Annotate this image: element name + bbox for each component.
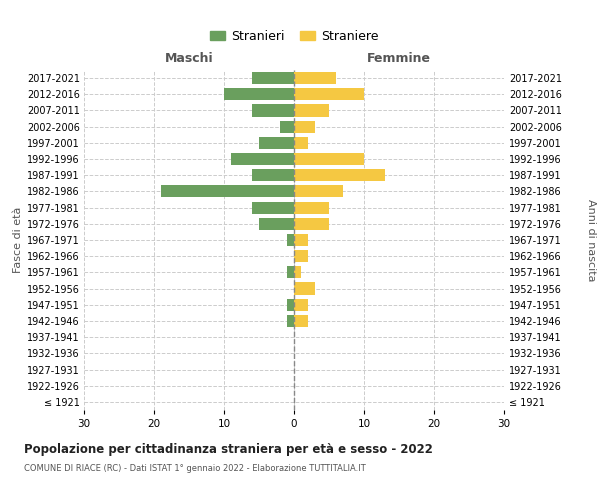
Bar <box>280 120 294 132</box>
Bar <box>259 137 294 149</box>
Bar <box>252 202 294 213</box>
Bar <box>294 266 301 278</box>
Text: Maschi: Maschi <box>164 52 214 65</box>
Bar <box>294 104 329 117</box>
Bar <box>294 153 364 165</box>
Text: Fasce di età: Fasce di età <box>13 207 23 273</box>
Bar <box>161 186 294 198</box>
Bar <box>294 137 308 149</box>
Bar <box>294 234 308 246</box>
Bar <box>294 169 385 181</box>
Bar <box>287 298 294 311</box>
Text: COMUNE DI RIACE (RC) - Dati ISTAT 1° gennaio 2022 - Elaborazione TUTTITALIA.IT: COMUNE DI RIACE (RC) - Dati ISTAT 1° gen… <box>24 464 366 473</box>
Bar <box>294 202 329 213</box>
Bar <box>252 169 294 181</box>
Bar <box>294 72 336 84</box>
Bar <box>294 250 308 262</box>
Bar <box>252 104 294 117</box>
Bar <box>287 234 294 246</box>
Text: Anni di nascita: Anni di nascita <box>586 198 596 281</box>
Bar <box>294 315 308 327</box>
Text: Popolazione per cittadinanza straniera per età e sesso - 2022: Popolazione per cittadinanza straniera p… <box>24 442 433 456</box>
Bar <box>224 88 294 101</box>
Legend: Stranieri, Straniere: Stranieri, Straniere <box>205 25 383 48</box>
Bar <box>259 218 294 230</box>
Bar <box>294 282 315 294</box>
Bar <box>294 218 329 230</box>
Bar <box>294 186 343 198</box>
Bar <box>294 298 308 311</box>
Bar <box>287 315 294 327</box>
Text: Femmine: Femmine <box>367 52 431 65</box>
Bar <box>231 153 294 165</box>
Bar <box>287 266 294 278</box>
Bar <box>252 72 294 84</box>
Bar <box>294 120 315 132</box>
Bar <box>294 88 364 101</box>
